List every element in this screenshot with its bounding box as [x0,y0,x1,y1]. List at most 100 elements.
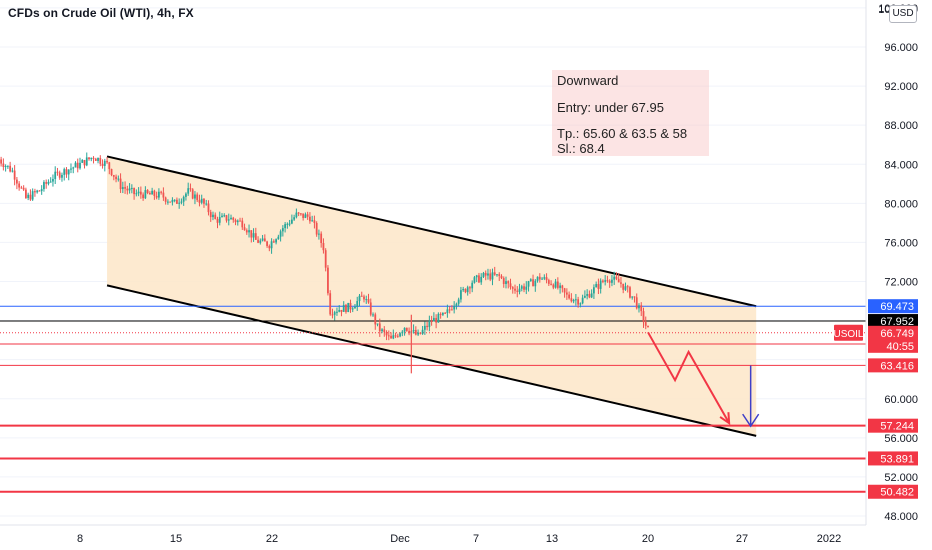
candle-body [52,178,54,182]
candle-body [613,276,616,280]
candle-body [403,327,406,332]
price-axis[interactable]: 100.00096.00092.00088.00084.00080.00076.… [833,0,918,525]
candle-body [599,280,602,289]
channel-fill [107,156,757,436]
candle-body [354,306,356,309]
y-tick-label: 84.000 [884,159,918,171]
candle-body [331,314,334,316]
level-label-bg [868,299,918,314]
candle-body [142,194,145,199]
candle-body [444,312,447,314]
candle-body [372,314,374,316]
candle-body [306,214,309,217]
candle-body [67,169,70,175]
annotation-line-1: Downward [557,73,619,88]
candle-body [263,238,266,242]
candle-body [620,282,622,284]
y-tick-label: 48.000 [884,511,918,523]
y-tick-label: 76.000 [884,237,918,249]
candle-body [76,162,79,169]
candle-body [212,214,214,218]
candle-body [399,333,401,337]
candle-body [559,285,561,288]
candle-body [101,163,104,166]
candle-body [408,330,410,334]
candle-body [169,201,172,203]
time-axis[interactable]: 8 15 22 Dec 7 13 20 27 2022 [0,524,866,545]
candle-body [241,220,244,228]
candle-body [428,320,431,328]
candle-body [511,287,514,289]
candle-body [49,181,52,183]
candle-body [556,281,559,288]
candle-body [430,320,433,322]
candle-body [85,157,88,166]
candle-body [13,170,16,180]
candle-body [218,217,221,223]
candle-body [414,329,417,335]
candle-body [160,191,163,193]
candle-body [595,284,598,288]
candle-body [176,199,178,204]
candle-body [502,278,505,285]
candle-body [552,284,555,288]
candle-body [45,182,48,184]
candle-body [324,250,327,268]
x-tick-label: 15 [170,533,182,545]
level-label-50.482: 50.482 [880,487,914,499]
candle-body [214,214,217,219]
candle-body [234,219,237,223]
candle-body [250,230,253,238]
candle-body [333,312,336,315]
candle-body [90,157,93,160]
candle-body [349,302,352,310]
candle-body [88,157,90,160]
candle-body [112,175,115,177]
currency-button[interactable]: USD [889,5,917,23]
x-tick-label: 13 [546,533,558,545]
candle-body [203,198,205,204]
candle-body [34,191,36,193]
candle-body [63,169,66,175]
candle-body [340,309,343,312]
candle-body [15,179,18,184]
candle-body [498,274,501,276]
candle-body [259,240,262,243]
candle-body [550,283,552,285]
candle-body [473,277,476,283]
candle-body [520,286,523,289]
candle-body [128,188,131,191]
candle-body [622,283,625,290]
candle-body [99,157,102,164]
candle-body [65,169,68,175]
candle-body [626,286,629,288]
candle-body [157,191,160,198]
x-tick-label: 22 [266,533,278,545]
candle-body [58,172,61,178]
candle-body [606,280,609,282]
candle-body [243,227,246,231]
candle-body [624,286,627,290]
candle-body [31,191,34,200]
candle-body [40,189,43,192]
candle-body [329,293,332,315]
candle-body [133,187,135,195]
candle-body [209,212,212,218]
y-tick-label: 56.000 [884,433,918,445]
level-label-63.416: 63.416 [880,360,914,372]
candle-body [72,167,75,169]
candle-body [534,280,537,287]
candle-body [383,329,386,332]
candle-body [261,238,264,241]
candle-body [108,162,111,170]
candle-body [451,309,453,311]
candle-body [239,220,241,222]
candle-body [581,297,584,304]
candle-body [500,275,503,279]
candle-body [376,323,379,325]
candle-body [270,241,273,249]
candle-body [248,230,250,233]
candle-body [441,312,444,315]
candle-body [638,305,640,309]
